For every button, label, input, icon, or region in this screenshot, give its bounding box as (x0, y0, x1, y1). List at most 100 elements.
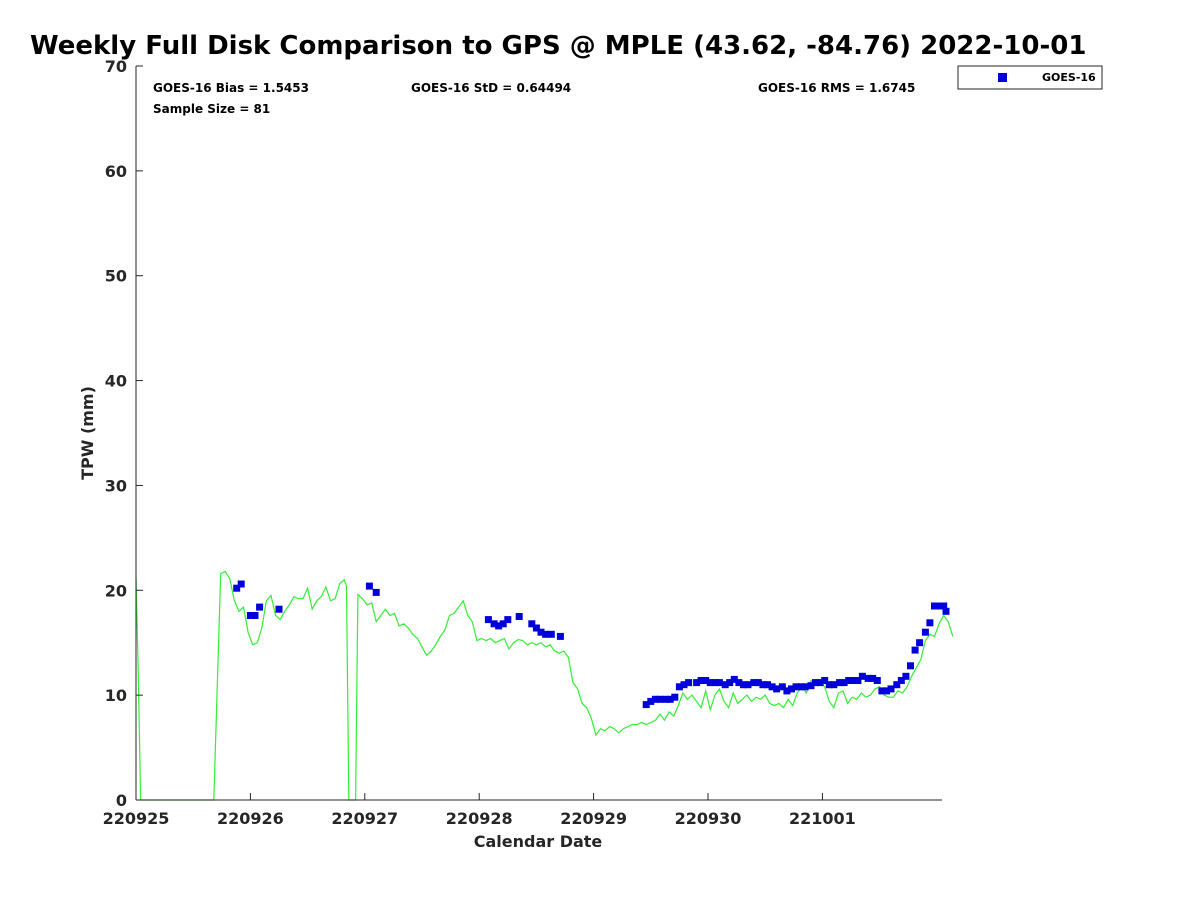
goes16-point (783, 687, 791, 695)
y-axis-label: TPW (mm) (78, 386, 97, 480)
axes: 0 10 20 30 40 50 60 70 220925 220926 220927 220928… (103, 57, 942, 828)
goes16-point (256, 603, 264, 611)
goes16-point (942, 607, 950, 615)
goes16-point (744, 681, 752, 689)
y-tick-label: 30 (105, 476, 127, 495)
goes16-point (711, 679, 719, 687)
goes16-point (715, 679, 723, 687)
goes16-point (662, 695, 670, 703)
goes16-point (651, 695, 659, 703)
goes16-point (750, 679, 758, 687)
goes16-point (666, 695, 674, 703)
legend-goes16-marker (998, 73, 1007, 82)
goes16-point (537, 628, 545, 636)
goes16-point (845, 677, 853, 684)
goes16-point (675, 683, 683, 691)
x-tick-label: 220930 (675, 809, 742, 828)
goes16-point (778, 683, 786, 691)
y-tick-label: 10 (105, 686, 127, 705)
goes16-point (642, 701, 650, 709)
goes16-point (721, 681, 729, 689)
goes16-point (735, 679, 743, 687)
goes16-point (490, 620, 498, 628)
legend-goes16-label: GOES-16 (1042, 71, 1096, 84)
goes16-point (730, 675, 738, 683)
x-axis-ticks: 220925 220926 220927 220928 220929 220930 2210… (103, 793, 856, 828)
goes16-point (840, 679, 848, 687)
legend-box (957, 65, 1103, 90)
goes16-point (372, 588, 380, 596)
goes16-point (854, 677, 862, 684)
goes16-point (740, 681, 747, 689)
goes16-point (858, 672, 866, 680)
goes16-point (812, 679, 819, 687)
goes16-point (768, 683, 776, 691)
goes16-point (883, 687, 890, 695)
goes16-point (911, 646, 919, 654)
goes16-point (878, 687, 886, 695)
y-tick-label: 40 (105, 372, 127, 391)
x-tick-label: 220927 (331, 809, 398, 828)
goes16-point (869, 674, 877, 682)
goes16-point (797, 683, 805, 691)
goes16-point (495, 622, 503, 630)
chart-title: Weekly Full Disk Comparison to GPS @ MPL… (30, 31, 1086, 61)
goes16-point (887, 685, 895, 693)
goes16-point (759, 681, 767, 689)
x-tick-label: 220928 (446, 809, 513, 828)
x-tick-label: 220929 (560, 809, 627, 828)
std-stat: GOES-16 StD = 0.64494 (411, 81, 571, 95)
goes16-point (902, 672, 910, 680)
goes16-point (556, 632, 564, 640)
y-tick-label: 0 (116, 791, 127, 810)
goes16-point (275, 605, 283, 613)
y-tick-label: 60 (105, 162, 127, 181)
goes16-point (801, 683, 809, 691)
goes16-point (515, 613, 523, 620)
goes16-point (864, 674, 872, 682)
y-tick-label: 50 (105, 267, 127, 286)
goes16-point (246, 612, 254, 619)
legend: GOES-16 (957, 65, 1103, 90)
x-axis-label: Calendar Date (474, 832, 603, 851)
goes16-point (647, 697, 655, 705)
goes16-point (916, 639, 924, 647)
goes16-point (656, 695, 664, 703)
bias-stat: GOES-16 Bias = 1.5453 (153, 81, 309, 95)
goes16-point (233, 584, 241, 592)
goes16-point (821, 677, 829, 684)
goes16-point (836, 679, 844, 687)
goes16-point (706, 679, 714, 687)
goes16-point (825, 681, 833, 689)
goes16-point (251, 612, 259, 619)
goes16-point (764, 681, 771, 689)
goes16-point (931, 602, 938, 610)
goes16-point (685, 679, 693, 687)
goes16-point (830, 681, 838, 689)
goes16-point (726, 679, 734, 687)
goes16-point (528, 620, 536, 628)
sample-size-stat: Sample Size = 81 (153, 102, 270, 116)
goes16-point (365, 582, 373, 590)
goes16-point (935, 602, 943, 610)
goes16-point (532, 624, 540, 632)
gps-series (135, 570, 954, 801)
goes16-point (926, 619, 934, 627)
goes16-point (671, 693, 679, 701)
x-tick-label: 220925 (103, 809, 170, 828)
goes16-point (237, 580, 245, 588)
goes16-point (921, 628, 929, 636)
y-tick-label: 70 (105, 57, 127, 76)
stats-box: GOES-16 Bias = 1.5453 GOES-16 StD = 0.64… (153, 81, 915, 116)
goes16-point (792, 683, 800, 691)
plot-area (135, 570, 954, 801)
goes16-point (680, 681, 688, 689)
goes16-point (773, 685, 781, 693)
y-axis-ticks: 0 10 20 30 40 50 60 70 (105, 57, 143, 810)
goes16-point (484, 616, 492, 624)
goes16-point (893, 681, 901, 689)
goes16-point (693, 679, 701, 687)
x-tick-label: 221001 (789, 809, 856, 828)
goes16-series (233, 580, 950, 709)
